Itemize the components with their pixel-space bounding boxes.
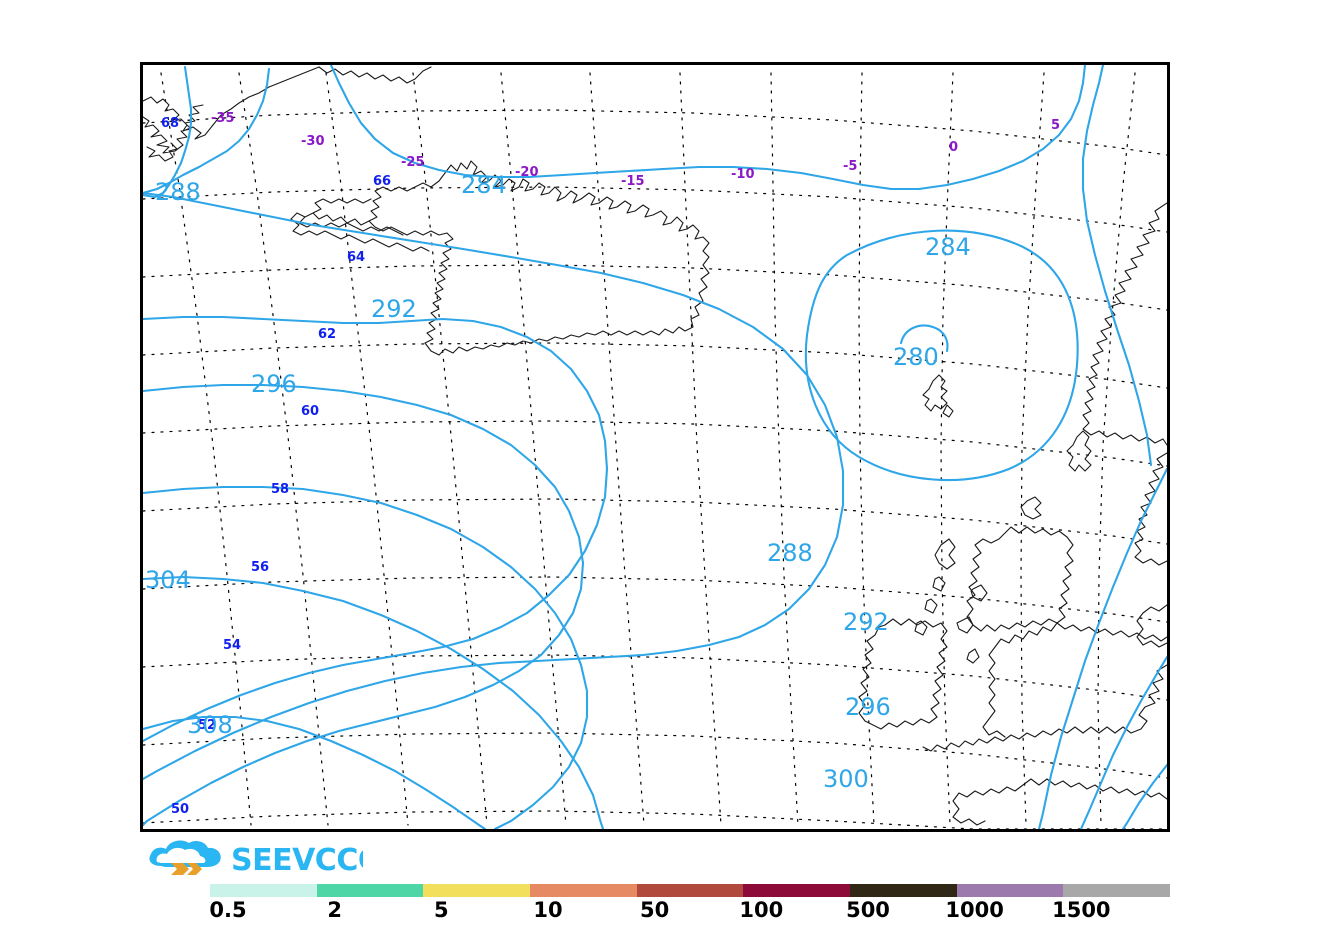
contour-label-304-w: 304 <box>145 566 191 594</box>
coastline-continental-europe <box>1136 604 1167 648</box>
colorbar-segment-50-100 <box>636 884 744 897</box>
lon-label-m5: -5 <box>843 159 857 174</box>
cloud-icon <box>149 840 221 867</box>
contour-labels: 288 284 292 296 280 284 288 292 296 300 … <box>145 171 971 793</box>
lon-label-m30: -30 <box>301 134 325 149</box>
contour-label-288-nw: 288 <box>155 178 201 206</box>
colorbar-strip <box>210 884 1171 897</box>
contour-292-east <box>1037 467 1167 829</box>
colorbar-segment-5-10 <box>423 884 531 897</box>
contour-296-east <box>1079 655 1167 829</box>
coastline-iceland <box>368 160 710 356</box>
logo-svg: SEEVCCC <box>149 840 363 876</box>
lat-label-50: 50 <box>171 802 189 817</box>
colorbar-tick-50: 50 <box>640 898 670 922</box>
colorbar-tick-10: 10 <box>533 898 563 922</box>
contour-300-main <box>143 485 589 829</box>
coastline-greenland <box>143 66 320 162</box>
contour-label-288-s: 288 <box>767 539 813 567</box>
coastline-outer-hebrides <box>914 538 956 636</box>
contour-label-296-s: 296 <box>845 693 891 721</box>
geopotential-contours <box>143 65 1167 829</box>
coastline-orkney <box>1020 496 1042 520</box>
contour-288-nw <box>143 65 193 199</box>
contour-288-east <box>1081 65 1153 467</box>
coastline-england-wales <box>922 622 1167 752</box>
lat-label-64: 64 <box>347 250 365 265</box>
arrow-icon <box>171 863 202 875</box>
contour-label-300-s: 300 <box>823 765 869 793</box>
longitude-labels: -35 -30 -25 -20 -15 -10 -5 0 5 <box>211 111 1060 189</box>
logo-text: SEEVCCC <box>231 843 363 876</box>
contour-308-main <box>143 715 487 829</box>
lon-label-m35: -35 <box>211 111 235 126</box>
colorbar-segment-100-500 <box>743 884 851 897</box>
contour-label-308-w: 308 <box>187 711 233 739</box>
lat-label-62: 62 <box>318 327 336 342</box>
colorbar-segment-1000-1500 <box>956 884 1064 897</box>
latitude-labels: 68 66 64 62 60 58 56 54 52 50 <box>161 116 391 817</box>
coastline-faroe-islands <box>922 374 954 418</box>
colorbar-segment-0.5-2 <box>210 884 317 897</box>
coastline-shetland <box>1066 430 1092 472</box>
lon-label-m20: -20 <box>515 165 539 180</box>
colorbar: 0.5 2 5 10 50 100 500 1000 1500 <box>209 884 1171 924</box>
cloud-inner <box>156 847 206 863</box>
contour-304-main <box>143 575 605 829</box>
colorbar-tick-5: 5 <box>434 898 449 922</box>
colorbar-tick-0_5: 0.5 <box>209 898 247 922</box>
lon-label-5: 5 <box>1051 118 1060 133</box>
lat-label-56: 56 <box>251 560 269 575</box>
colorbar-segment-1500-plus <box>1063 884 1171 897</box>
colorbar-tick-labels: 0.5 2 5 10 50 100 500 1000 1500 <box>209 898 1170 924</box>
lat-label-54: 54 <box>223 638 241 653</box>
contour-280-low <box>899 324 949 353</box>
contour-300-east <box>1121 763 1167 829</box>
seevccc-logo: SEEVCCC <box>143 836 363 876</box>
contour-296-main <box>143 383 585 827</box>
contour-label-284-nw: 284 <box>461 171 507 199</box>
lat-label-52: 52 <box>198 718 216 733</box>
coastline-ireland <box>858 618 948 730</box>
contour-label-292-w: 292 <box>371 295 417 323</box>
lat-label-60: 60 <box>301 404 319 419</box>
contour-label-284-low: 284 <box>925 233 971 261</box>
lon-label-m10: -10 <box>731 167 755 182</box>
lat-label-58: 58 <box>271 482 289 497</box>
contour-284-low <box>804 229 1079 482</box>
colorbar-segment-500-1000 <box>850 884 957 897</box>
colorbar-tick-1000: 1000 <box>945 898 1004 922</box>
coastlines <box>143 66 1167 826</box>
colorbar-tick-100: 100 <box>739 898 784 922</box>
contour-292-main <box>143 315 609 743</box>
colorbar-tick-1500: 1500 <box>1052 898 1111 922</box>
lon-label-m15: -15 <box>621 174 645 189</box>
coastline-isle-of-man <box>966 648 980 664</box>
contour-label-292-s: 292 <box>843 608 889 636</box>
colorbar-tick-2: 2 <box>327 898 342 922</box>
graticule-parallels <box>143 109 1167 829</box>
contour-284-top <box>329 65 1087 191</box>
colorbar-segment-2-5 <box>316 884 424 897</box>
contour-288-main <box>143 191 845 781</box>
lon-label-m25: -25 <box>401 155 425 170</box>
lat-label-68: 68 <box>161 116 179 131</box>
graticule-meridians <box>160 72 1136 826</box>
map-canvas[interactable]: 68 66 64 62 60 58 56 54 52 50 -35 -30 -2… <box>143 65 1167 829</box>
arrow-1 <box>171 863 189 875</box>
arrow-2 <box>187 863 202 875</box>
contour-label-296-w: 296 <box>251 370 297 398</box>
coastline-scotland <box>966 526 1074 632</box>
colorbar-tick-500: 500 <box>846 898 890 922</box>
coastline-france <box>952 778 1167 826</box>
map-frame[interactable]: 68 66 64 62 60 58 56 54 52 50 -35 -30 -2… <box>140 62 1170 832</box>
contour-label-280: 280 <box>893 343 939 371</box>
contour-288-nw-b <box>143 67 271 195</box>
colorbar-segment-10-50 <box>530 884 637 897</box>
lon-label-0: 0 <box>949 140 958 155</box>
lat-label-66: 66 <box>373 174 391 189</box>
